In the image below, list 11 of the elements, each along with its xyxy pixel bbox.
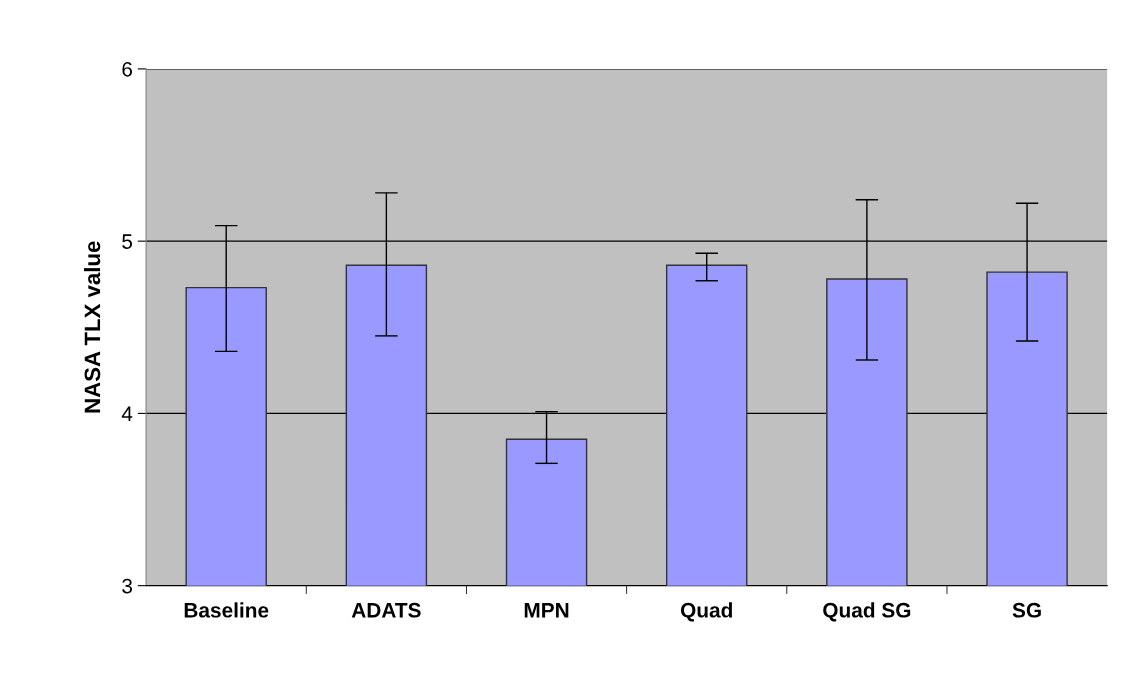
x-tick-label: MPN: [524, 603, 569, 618]
y-tick-label: 3: [122, 578, 133, 594]
y-axis-title: NASA TLX value: [83, 241, 101, 413]
x-tick-label: ADATS: [351, 602, 421, 618]
x-tick-label: Baseline: [184, 602, 269, 618]
x-tick-label: SG: [1012, 602, 1041, 618]
y-tick-label: 4: [121, 406, 133, 421]
y-tick-label: 6: [122, 61, 133, 77]
y-tick-label: 5: [122, 234, 133, 249]
x-tick-label: Quad SG: [823, 602, 911, 622]
x-tick-label: Quad: [680, 602, 732, 622]
